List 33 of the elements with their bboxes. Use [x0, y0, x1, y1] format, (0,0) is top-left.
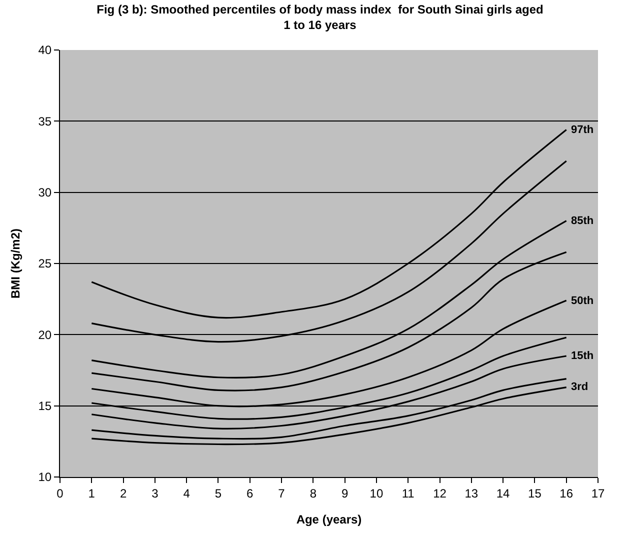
x-tick-label: 1	[88, 486, 96, 500]
x-tick-label: 15	[528, 486, 542, 500]
series-label: 85th	[571, 215, 594, 227]
x-tick-label: 4	[183, 486, 190, 500]
x-tick-label: 8	[310, 486, 317, 500]
x-tick-label: 5	[214, 486, 222, 500]
x-tick-label: 14	[496, 486, 510, 500]
y-tick-label: 40	[38, 43, 52, 58]
x-tick-label: 6	[246, 486, 254, 500]
series-label: 3rd	[571, 381, 588, 393]
x-tick-label: 2	[120, 486, 127, 500]
x-tick-label: 16	[560, 486, 574, 500]
x-tick-label: 11	[402, 486, 415, 500]
x-axis-title: Age (years)	[296, 512, 362, 526]
x-tick-label: 3	[152, 486, 159, 500]
chart-title: Fig (3 b): Smoothed percentiles of body mass index for South Sinai girls aged 1 to 16 years	[96, 2, 544, 32]
series-label: 15th	[571, 350, 594, 362]
y-tick-label: 20	[38, 328, 52, 342]
y-tick-label: 30	[38, 186, 52, 200]
y-tick-label: 15	[38, 399, 52, 414]
y-axis-title: BMI (Kg/m2)	[8, 228, 23, 298]
x-tick-label: 0	[56, 486, 64, 500]
y-tick-label: 35	[38, 114, 52, 128]
x-tick-label: 13	[464, 486, 478, 500]
series-label: 50th	[571, 295, 594, 307]
x-tick-label: 7	[278, 486, 286, 500]
x-tick-label: 17	[591, 486, 605, 500]
series-label: 97th	[571, 124, 594, 136]
y-tick-label: 25	[38, 256, 52, 271]
x-tick-label: 10	[370, 486, 384, 500]
x-tick-label: 9	[341, 486, 348, 500]
x-tick-label: 12	[433, 486, 447, 500]
y-tick-label: 10	[38, 470, 52, 484]
